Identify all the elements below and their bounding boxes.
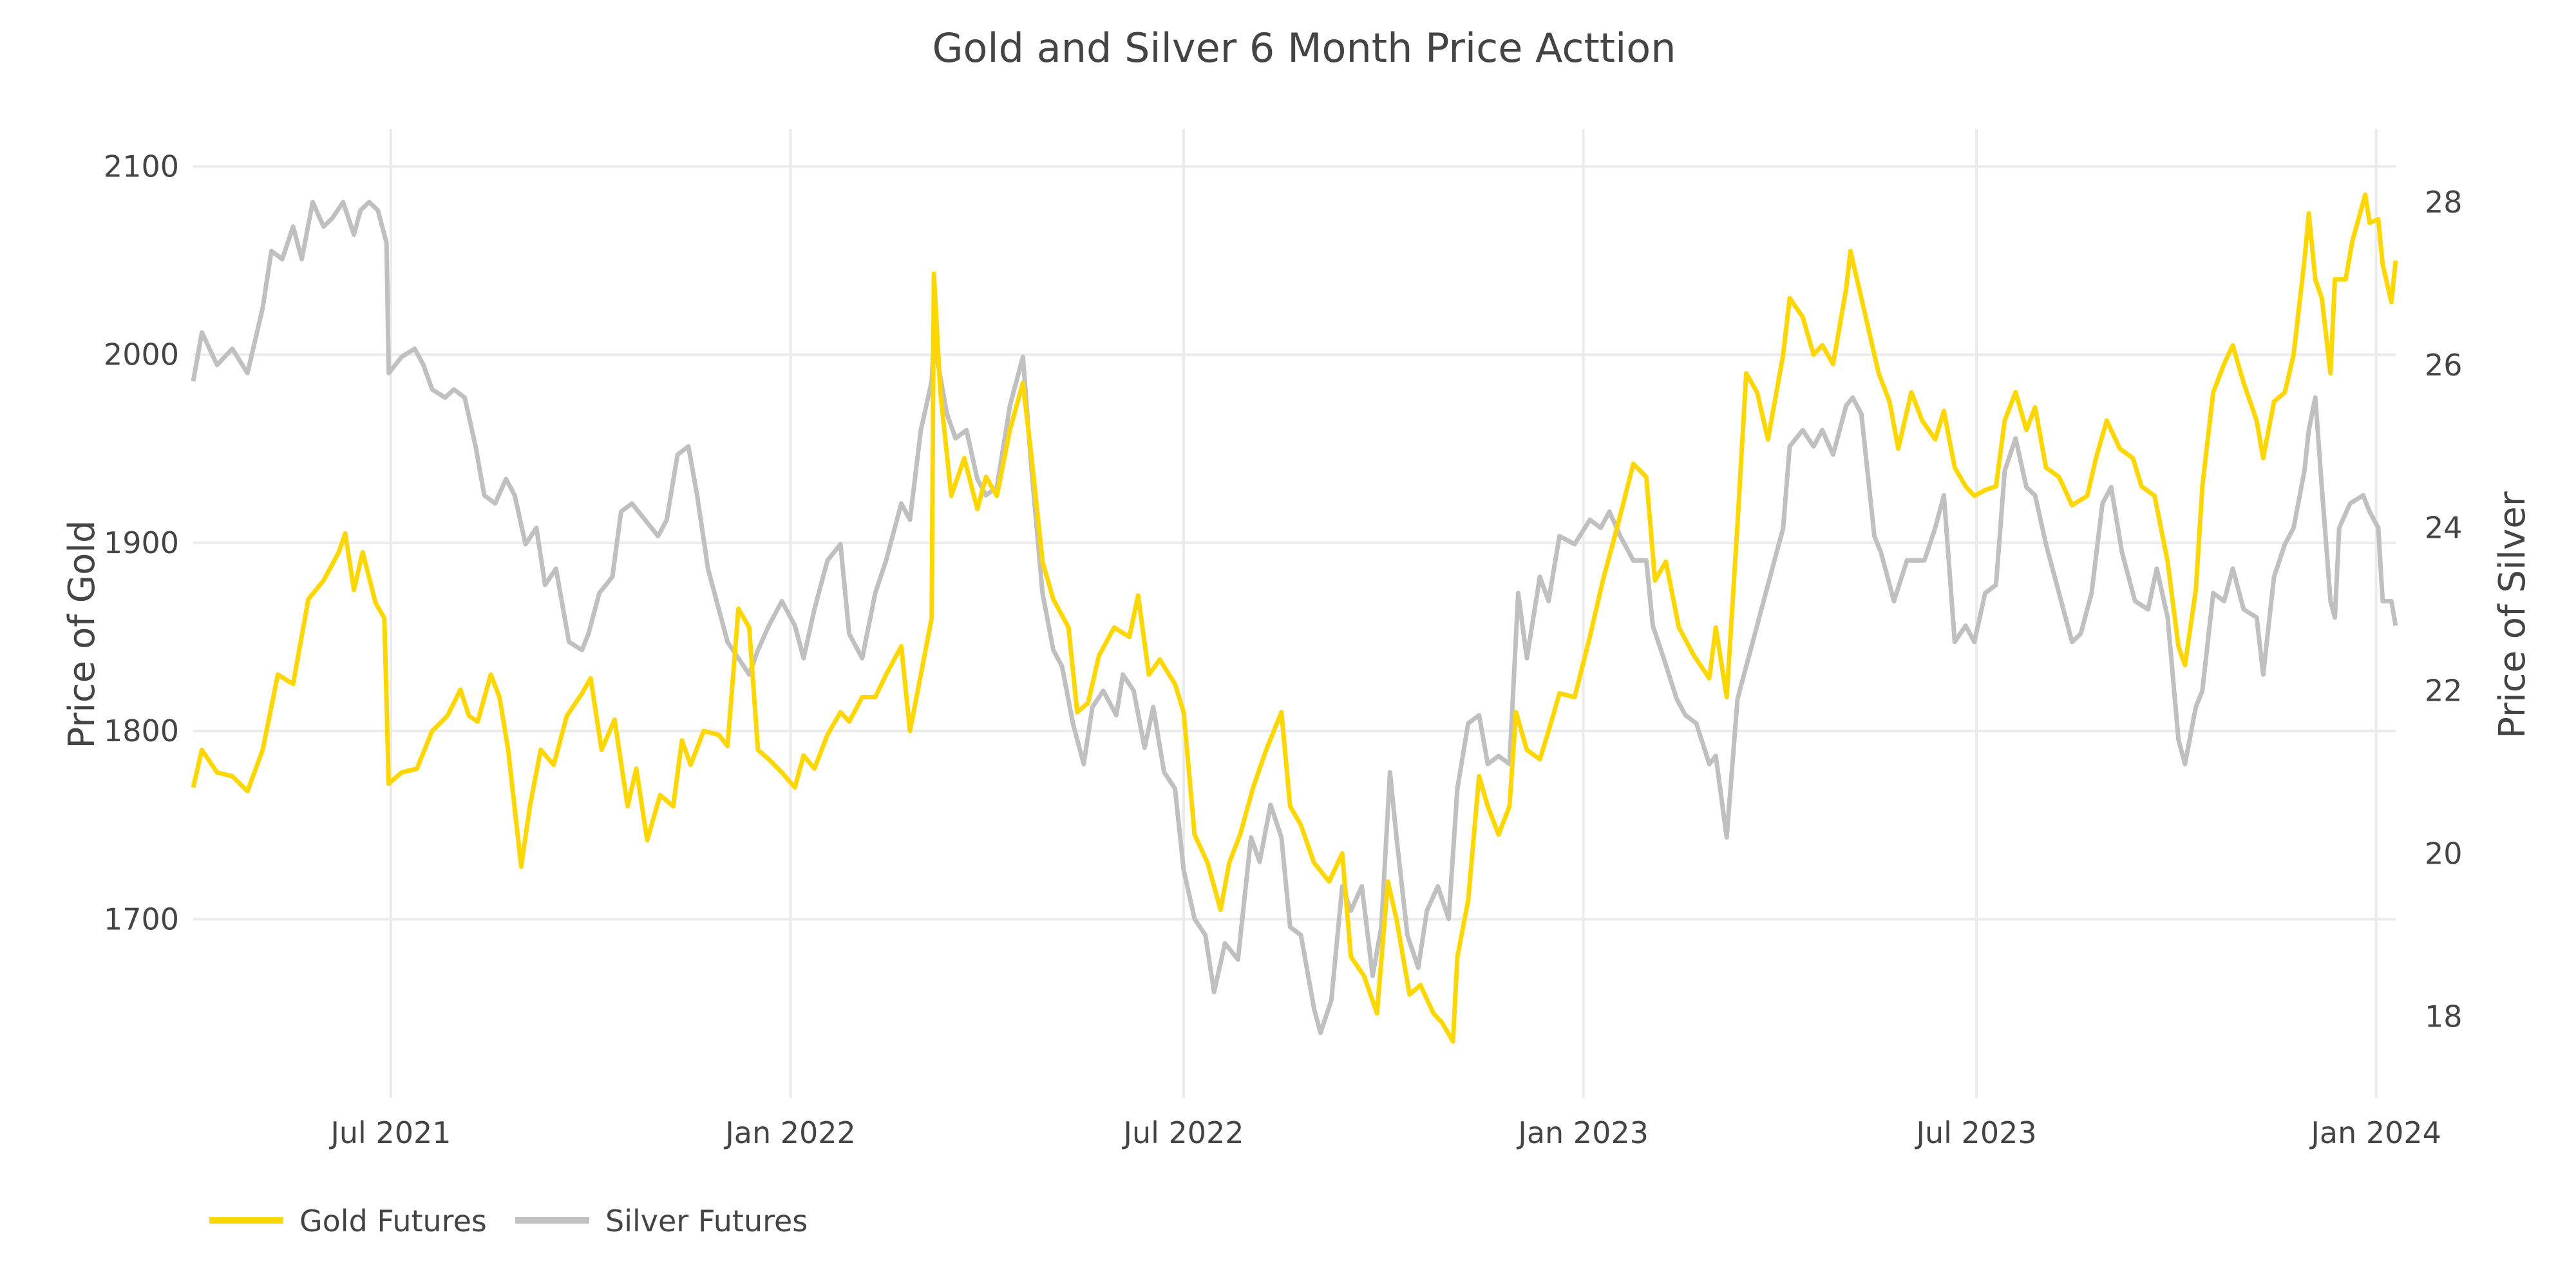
series-line-gold-futures	[191, 192, 2398, 1044]
y-tick-label-right: 24	[2425, 511, 2463, 545]
x-tick-label: Jan 2023	[1516, 1115, 1649, 1150]
y-tick-label-right: 20	[2425, 837, 2463, 871]
series-line-silver-futures	[191, 200, 2398, 1036]
y-axis-right-ticks: 18 20 22 24 26 28	[2425, 185, 2463, 1034]
legend-label-silver: Silver Futures	[605, 1204, 808, 1238]
legend: Gold Futures Silver Futures	[209, 1204, 808, 1238]
y-tick-label-left: 2100	[104, 149, 179, 184]
y-tick-label-left: 1700	[104, 902, 179, 936]
x-tick-label: Jan 2024	[2309, 1115, 2441, 1150]
x-tick-label: Jul 2021	[328, 1115, 451, 1150]
gridlines	[193, 129, 2396, 1098]
y-tick-label-left: 1800	[104, 714, 179, 748]
y-tick-label-right: 18	[2425, 999, 2463, 1034]
x-tick-label: Jul 2022	[1121, 1115, 1244, 1150]
y-axis-left-ticks: 1700 1800 1900 2000 2100	[104, 149, 179, 936]
x-tick-label: Jul 2023	[1914, 1115, 2036, 1150]
legend-label-gold: Gold Futures	[299, 1204, 487, 1238]
y-tick-label-left: 2000	[104, 337, 179, 372]
y-axis-title-left: Price of Gold	[61, 520, 103, 749]
y-tick-label-right: 26	[2425, 348, 2463, 383]
series-lines	[191, 192, 2398, 1044]
legend-item-silver[interactable]: Silver Futures	[515, 1204, 808, 1238]
y-tick-label-left: 1900	[104, 526, 179, 560]
y-axis-title-right: Price of Silver	[2492, 491, 2533, 738]
chart-title: Gold and Silver 6 Month Price Acttion	[932, 24, 1676, 71]
y-tick-label-right: 22	[2425, 674, 2463, 708]
x-axis-ticks: Jul 2021 Jan 2022 Jul 2022 Jan 2023 Jul 2023…	[328, 1115, 2441, 1150]
y-tick-label-right: 28	[2425, 185, 2463, 220]
x-tick-label: Jan 2022	[723, 1115, 856, 1150]
legend-item-gold[interactable]: Gold Futures	[209, 1204, 487, 1238]
